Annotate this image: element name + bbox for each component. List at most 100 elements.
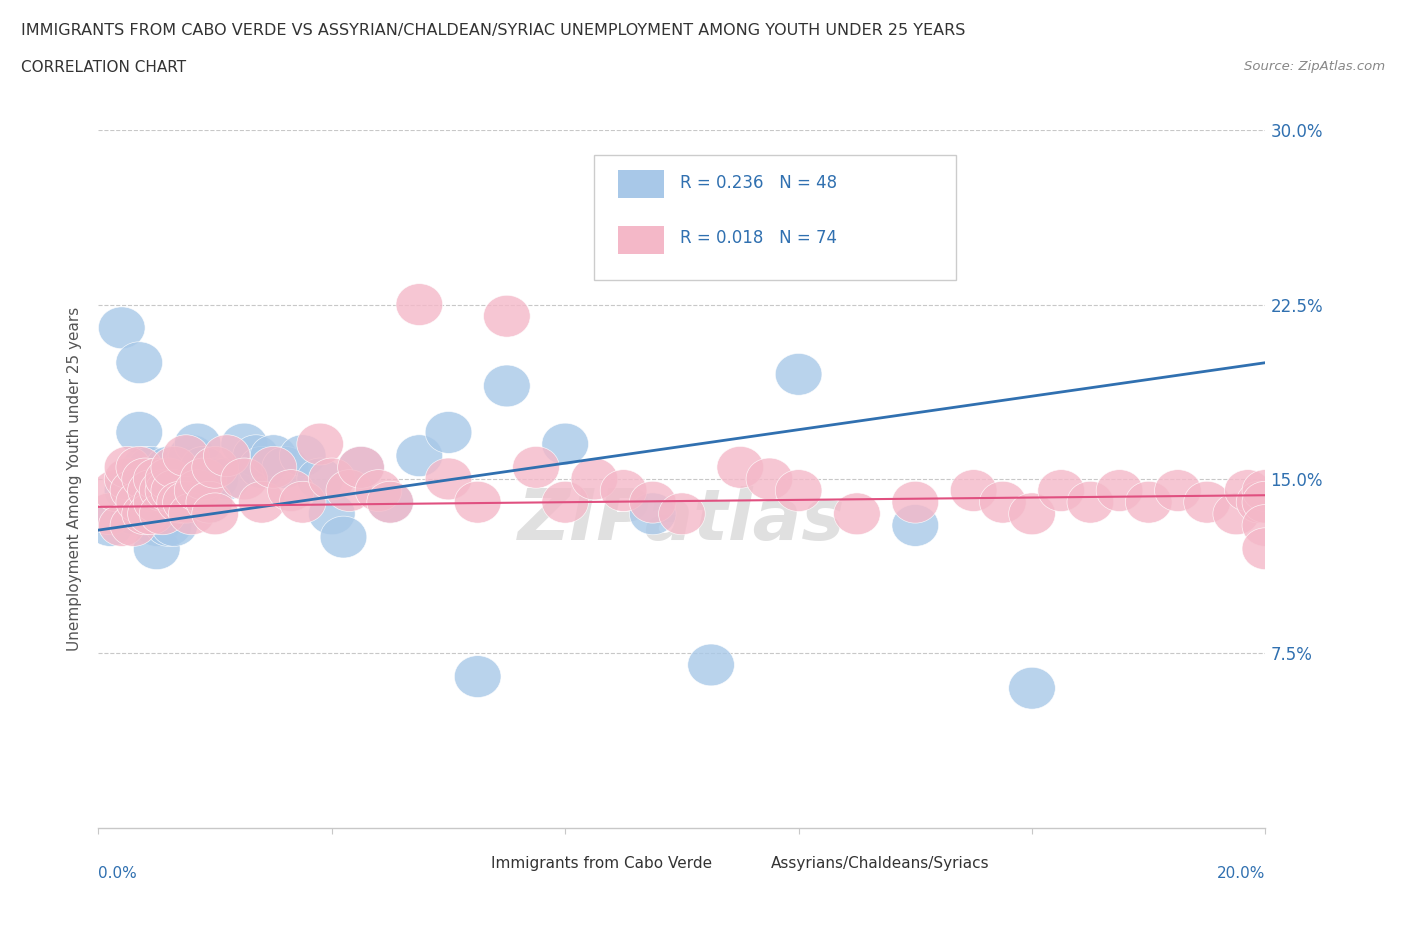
Ellipse shape — [145, 458, 191, 500]
Ellipse shape — [150, 482, 198, 523]
Ellipse shape — [87, 493, 134, 535]
Ellipse shape — [122, 458, 169, 500]
Ellipse shape — [110, 504, 157, 547]
Ellipse shape — [239, 446, 285, 488]
Ellipse shape — [115, 482, 163, 523]
Ellipse shape — [134, 528, 180, 569]
Ellipse shape — [174, 423, 221, 465]
Ellipse shape — [367, 482, 413, 523]
Ellipse shape — [104, 458, 150, 500]
Ellipse shape — [145, 446, 191, 488]
Ellipse shape — [454, 482, 501, 523]
Ellipse shape — [1067, 482, 1114, 523]
Text: 0.0%: 0.0% — [98, 866, 138, 881]
Ellipse shape — [280, 482, 326, 523]
Ellipse shape — [128, 482, 174, 523]
Ellipse shape — [204, 435, 250, 477]
Ellipse shape — [297, 423, 343, 465]
Ellipse shape — [775, 470, 823, 512]
Ellipse shape — [337, 446, 384, 488]
Ellipse shape — [115, 446, 163, 488]
Text: Immigrants from Cabo Verde: Immigrants from Cabo Verde — [491, 857, 711, 871]
Ellipse shape — [1184, 482, 1230, 523]
Y-axis label: Unemployment Among Youth under 25 years: Unemployment Among Youth under 25 years — [67, 307, 83, 651]
Ellipse shape — [454, 656, 501, 698]
Ellipse shape — [891, 504, 939, 547]
Ellipse shape — [484, 365, 530, 407]
Text: CORRELATION CHART: CORRELATION CHART — [21, 60, 186, 75]
Ellipse shape — [174, 470, 221, 512]
Ellipse shape — [134, 470, 180, 512]
Ellipse shape — [169, 435, 215, 477]
Ellipse shape — [425, 411, 472, 453]
Ellipse shape — [1097, 470, 1143, 512]
Ellipse shape — [134, 504, 180, 547]
Ellipse shape — [104, 470, 150, 512]
Ellipse shape — [191, 458, 239, 500]
Ellipse shape — [396, 284, 443, 325]
Ellipse shape — [128, 446, 174, 488]
Ellipse shape — [139, 470, 186, 512]
Text: R = 0.018   N = 74: R = 0.018 N = 74 — [679, 230, 837, 247]
Ellipse shape — [150, 470, 198, 512]
Ellipse shape — [1125, 482, 1173, 523]
Ellipse shape — [308, 458, 356, 500]
Ellipse shape — [93, 470, 139, 512]
Ellipse shape — [180, 446, 226, 488]
Ellipse shape — [157, 482, 204, 523]
Ellipse shape — [1008, 493, 1056, 535]
Ellipse shape — [262, 446, 308, 488]
Ellipse shape — [204, 458, 250, 500]
Ellipse shape — [115, 411, 163, 453]
Ellipse shape — [308, 493, 356, 535]
Ellipse shape — [139, 470, 186, 512]
Ellipse shape — [747, 458, 793, 500]
Text: Source: ZipAtlas.com: Source: ZipAtlas.com — [1244, 60, 1385, 73]
Ellipse shape — [163, 446, 209, 488]
Ellipse shape — [139, 493, 186, 535]
Ellipse shape — [110, 493, 157, 535]
Ellipse shape — [122, 446, 169, 488]
Ellipse shape — [834, 493, 880, 535]
Ellipse shape — [1154, 470, 1201, 512]
Ellipse shape — [110, 470, 157, 512]
Ellipse shape — [280, 435, 326, 477]
Ellipse shape — [541, 482, 589, 523]
Ellipse shape — [571, 458, 617, 500]
Ellipse shape — [1236, 482, 1282, 523]
FancyBboxPatch shape — [595, 154, 956, 280]
Ellipse shape — [186, 482, 232, 523]
Text: Assyrians/Chaldeans/Syriacs: Assyrians/Chaldeans/Syriacs — [770, 857, 990, 871]
Ellipse shape — [658, 493, 706, 535]
Ellipse shape — [1038, 470, 1084, 512]
Ellipse shape — [157, 458, 204, 500]
Ellipse shape — [891, 482, 939, 523]
Ellipse shape — [630, 482, 676, 523]
Ellipse shape — [425, 458, 472, 500]
Ellipse shape — [122, 493, 169, 535]
Bar — [617, 170, 665, 198]
Ellipse shape — [104, 446, 150, 488]
Ellipse shape — [267, 470, 315, 512]
Ellipse shape — [600, 470, 647, 512]
Ellipse shape — [115, 342, 163, 383]
Ellipse shape — [321, 516, 367, 558]
Ellipse shape — [221, 458, 267, 500]
Ellipse shape — [356, 470, 402, 512]
Ellipse shape — [396, 435, 443, 477]
Text: 20.0%: 20.0% — [1218, 866, 1265, 881]
Ellipse shape — [1213, 493, 1260, 535]
Ellipse shape — [484, 296, 530, 338]
Ellipse shape — [513, 446, 560, 488]
Text: IMMIGRANTS FROM CABO VERDE VS ASSYRIAN/CHALDEAN/SYRIAC UNEMPLOYMENT AMONG YOUTH : IMMIGRANTS FROM CABO VERDE VS ASSYRIAN/C… — [21, 23, 966, 38]
Ellipse shape — [98, 504, 145, 547]
Ellipse shape — [980, 482, 1026, 523]
Ellipse shape — [134, 458, 180, 500]
Ellipse shape — [1241, 504, 1289, 547]
Ellipse shape — [775, 353, 823, 395]
Ellipse shape — [717, 446, 763, 488]
Ellipse shape — [150, 504, 198, 547]
Ellipse shape — [221, 423, 267, 465]
Ellipse shape — [150, 446, 198, 488]
Ellipse shape — [630, 493, 676, 535]
